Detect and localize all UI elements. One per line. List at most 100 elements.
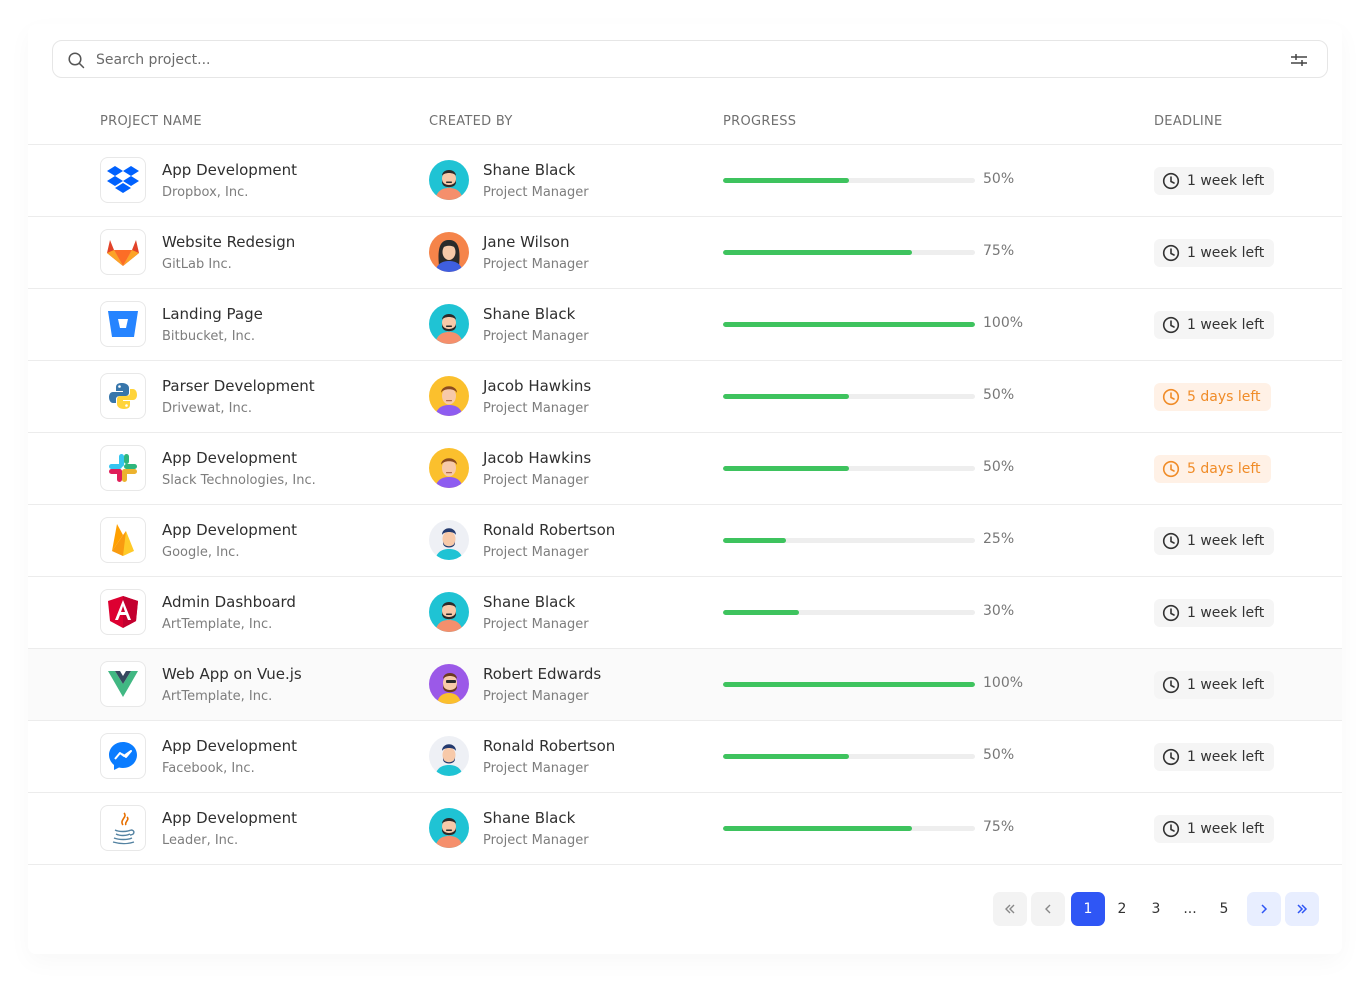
progress-bar <box>723 250 975 255</box>
col-created-by[interactable]: CREATED BY <box>429 114 513 129</box>
progress-bar <box>723 178 975 183</box>
page-2-button[interactable]: 2 <box>1117 901 1127 917</box>
creator-name: Shane Black <box>483 305 576 323</box>
table-row[interactable]: Landing Page Bitbucket, Inc. Shane Black Pr… <box>28 289 1342 361</box>
creator-name: Jacob Hawkins <box>483 377 592 395</box>
deadline-text: 5 days left <box>1187 389 1261 405</box>
deadline-badge: 1 week left <box>1154 743 1275 771</box>
deadline-text: 1 week left <box>1187 821 1265 837</box>
deadline-badge: 1 week left <box>1154 815 1275 843</box>
prev-page-button[interactable] <box>1031 892 1065 926</box>
page-3-button[interactable]: 3 <box>1151 901 1161 917</box>
project-name[interactable]: App Development <box>162 449 298 467</box>
creator-role: Project Manager <box>483 617 589 632</box>
page-1-button[interactable]: 1 <box>1071 892 1105 926</box>
creator-name: Shane Black <box>483 809 576 827</box>
table-row[interactable]: Admin Dashboard ArtTemplate, Inc. Shane Bl… <box>28 577 1342 649</box>
creator-role: Project Manager <box>483 401 589 416</box>
vue-logo <box>100 661 146 707</box>
deadline-badge: 5 days left <box>1154 455 1271 483</box>
project-name[interactable]: Web App on Vue.js <box>162 665 302 683</box>
avatar <box>429 232 469 272</box>
col-deadline[interactable]: DEADLINE <box>1154 114 1223 129</box>
clock-icon <box>1162 172 1180 190</box>
deadline-text: 1 week left <box>1187 317 1265 333</box>
deadline-text: 1 week left <box>1187 749 1265 765</box>
clock-icon <box>1162 820 1180 838</box>
search-input[interactable]: Search project... <box>96 52 211 68</box>
search-bar[interactable]: Search project... <box>52 40 1328 78</box>
table-row[interactable]: Parser Development Drivewat, Inc. Jacob Ha… <box>28 361 1342 433</box>
project-company: GitLab Inc. <box>162 257 232 272</box>
deadline-badge: 1 week left <box>1154 239 1275 267</box>
double-chevron-right-icon <box>1297 904 1308 914</box>
progress-fill <box>723 682 975 687</box>
progress-fill <box>723 610 799 615</box>
table-row[interactable]: App Development Leader, Inc. Shane Black Pr… <box>28 793 1342 865</box>
creator-name: Jane Wilson <box>483 233 570 251</box>
page-5-button[interactable]: 5 <box>1219 901 1229 917</box>
progress-bar <box>723 826 975 831</box>
python-logo <box>100 373 146 419</box>
deadline-badge: 1 week left <box>1154 527 1275 555</box>
project-company: Drivewat, Inc. <box>162 401 252 416</box>
project-name[interactable]: Admin Dashboard <box>162 593 296 611</box>
creator-role: Project Manager <box>483 329 589 344</box>
project-company: ArtTemplate, Inc. <box>162 689 273 704</box>
double-chevron-left-icon <box>1005 904 1015 914</box>
creator-name: Shane Black <box>483 161 576 179</box>
clock-icon <box>1162 244 1180 262</box>
first-page-button[interactable] <box>993 892 1027 926</box>
progress-value: 30% <box>983 603 1015 619</box>
avatar <box>429 376 469 416</box>
project-name[interactable]: App Development <box>162 161 298 179</box>
table-row[interactable]: Web App on Vue.js ArtTemplate, Inc. Robert… <box>28 649 1342 721</box>
progress-fill <box>723 322 975 327</box>
deadline-badge: 5 days left <box>1154 383 1271 411</box>
progress-value: 50% <box>983 747 1015 763</box>
java-logo <box>100 805 146 851</box>
project-name[interactable]: App Development <box>162 521 298 539</box>
chevron-left-icon <box>1045 904 1051 914</box>
progress-bar <box>723 682 975 687</box>
creator-role: Project Manager <box>483 761 589 776</box>
progress-value: 50% <box>983 387 1015 403</box>
table-row[interactable]: App Development Google, Inc. Ronald Robert… <box>28 505 1342 577</box>
progress-value: 50% <box>983 459 1015 475</box>
avatar <box>429 808 469 848</box>
clock-icon <box>1162 460 1180 478</box>
next-page-button[interactable] <box>1247 892 1281 926</box>
table-row[interactable]: App Development Facebook, Inc. Ronald Robe… <box>28 721 1342 793</box>
project-name[interactable]: Website Redesign <box>162 233 296 251</box>
project-name[interactable]: App Development <box>162 737 298 755</box>
messenger-logo <box>100 733 146 779</box>
project-company: Leader, Inc. <box>162 833 239 848</box>
project-name[interactable]: Landing Page <box>162 305 263 323</box>
avatar <box>429 448 469 488</box>
progress-value: 50% <box>983 171 1015 187</box>
clock-icon <box>1162 388 1180 406</box>
progress-bar <box>723 394 975 399</box>
deadline-text: 1 week left <box>1187 245 1265 261</box>
creator-role: Project Manager <box>483 257 589 272</box>
page-ellipsis: ... <box>1183 901 1197 917</box>
avatar <box>429 592 469 632</box>
table-row[interactable]: App Development Slack Technologies, Inc. J… <box>28 433 1342 505</box>
deadline-text: 1 week left <box>1187 677 1265 693</box>
progress-bar <box>723 322 975 327</box>
deadline-badge: 1 week left <box>1154 599 1275 627</box>
col-project-name[interactable]: PROJECT NAME <box>100 114 202 129</box>
col-progress[interactable]: PROGRESS <box>723 114 797 129</box>
table-row[interactable]: Website Redesign GitLab Inc. Jane Wilson Pr… <box>28 217 1342 289</box>
clock-icon <box>1162 316 1180 334</box>
table-row[interactable]: App Development Dropbox, Inc. Shane Black P… <box>28 145 1342 217</box>
filter-icon[interactable] <box>1290 52 1308 68</box>
project-name[interactable]: App Development <box>162 809 298 827</box>
progress-value: 75% <box>983 819 1015 835</box>
deadline-text: 1 week left <box>1187 605 1265 621</box>
last-page-button[interactable] <box>1285 892 1319 926</box>
project-name[interactable]: Parser Development <box>162 377 315 395</box>
creator-name: Shane Black <box>483 593 576 611</box>
clock-icon <box>1162 604 1180 622</box>
creator-role: Project Manager <box>483 473 589 488</box>
